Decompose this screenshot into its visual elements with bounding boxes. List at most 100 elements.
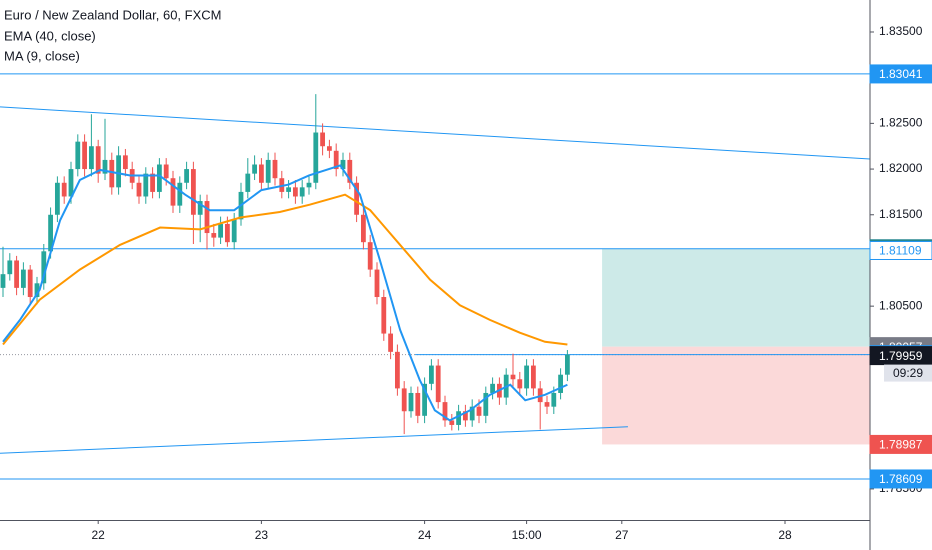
candle-body <box>326 146 332 151</box>
candle-body <box>27 269 33 298</box>
price-label-box <box>869 64 932 84</box>
candle-body <box>354 182 359 215</box>
candle-body <box>422 383 427 416</box>
candle-body <box>551 392 557 407</box>
x-tick-label: 28 <box>778 528 792 542</box>
candle-body <box>435 365 441 403</box>
trend-line <box>0 426 628 454</box>
candle-body <box>122 155 128 170</box>
candle-body <box>48 214 53 252</box>
candle-body <box>197 201 203 215</box>
legend-entry: EMA (40, close) <box>4 28 96 43</box>
candle-body <box>68 169 74 197</box>
target-zone <box>602 248 870 347</box>
candle-body <box>211 233 217 238</box>
y-tick-label: 1.81500 <box>879 207 923 221</box>
candle-body <box>163 164 169 179</box>
candle-body <box>530 365 536 389</box>
candle-body <box>462 411 468 421</box>
candle-body <box>177 182 183 206</box>
candle-body <box>224 223 230 243</box>
x-tick-label: 15:00 <box>512 528 542 542</box>
candle-body <box>469 406 475 421</box>
candle-body <box>456 411 461 425</box>
indicator-line <box>2 164 568 422</box>
candle-body <box>517 379 523 389</box>
price-label-box <box>869 240 932 260</box>
drawings <box>0 73 871 480</box>
candle-body <box>143 173 149 197</box>
candle-body <box>95 146 101 174</box>
candle-body <box>265 159 271 183</box>
candle-body <box>231 219 237 243</box>
candle-body <box>88 146 94 170</box>
candle-body <box>190 169 196 215</box>
candle-body <box>258 164 264 183</box>
candle-body <box>0 274 6 288</box>
candle-body <box>272 159 278 179</box>
price-labels: 1.830411.811281.811091.800571.799691.799… <box>869 64 932 489</box>
price-label: 1.78609 <box>879 472 923 486</box>
candle-body <box>524 365 529 389</box>
candle-body <box>313 132 319 183</box>
candle-body <box>7 260 13 275</box>
candle-body <box>381 297 387 334</box>
price-label: 1.81109 <box>879 244 922 258</box>
candle-body <box>20 269 26 288</box>
candle-body <box>136 182 142 197</box>
candle-body <box>483 392 489 416</box>
candle-body <box>286 187 291 192</box>
countdown-box <box>884 364 932 382</box>
x-tick-label: 23 <box>255 528 269 542</box>
candle-body <box>109 159 115 188</box>
y-tick-label: 1.82500 <box>879 116 923 130</box>
candle-body <box>415 392 421 416</box>
candle-body <box>388 333 393 352</box>
trend-line <box>0 106 871 160</box>
candle-body <box>306 182 312 188</box>
candle-body <box>442 402 448 421</box>
candle-body <box>204 201 210 234</box>
candles <box>0 94 570 435</box>
candle-body <box>333 150 339 170</box>
candle-body <box>428 365 434 384</box>
y-tick-label: 1.83500 <box>879 24 923 38</box>
candle-body <box>102 159 108 174</box>
candle-body <box>360 214 366 243</box>
candle-body <box>245 173 251 192</box>
countdown: 09:29 <box>893 366 923 380</box>
x-tick-label: 22 <box>92 528 106 542</box>
candle-body <box>82 141 87 170</box>
candle-body <box>54 182 60 215</box>
candle-body <box>156 164 162 192</box>
price-label-box <box>869 434 932 454</box>
candle-body <box>510 374 516 380</box>
candle-body <box>340 159 346 170</box>
indicator-line <box>2 193 568 346</box>
price-label: 1.78987 <box>879 438 923 452</box>
stop-zone <box>602 346 870 445</box>
candle-body <box>449 420 455 425</box>
zones <box>602 248 870 445</box>
candle-body <box>401 388 407 412</box>
candle-body <box>150 173 155 192</box>
candle-body <box>476 406 482 416</box>
candle-body <box>408 392 414 412</box>
candle-body <box>184 169 189 183</box>
y-tick-label: 1.80500 <box>879 298 923 312</box>
candle-body <box>75 141 81 170</box>
candle-body <box>299 187 305 197</box>
y-tick-label: 1.82000 <box>879 161 923 175</box>
candle-body <box>252 164 257 174</box>
candle-body <box>34 283 40 298</box>
candle-body <box>41 251 47 284</box>
candle-body <box>61 182 67 197</box>
indicators <box>2 164 568 422</box>
candle-body <box>374 269 380 298</box>
candle-body <box>218 223 223 238</box>
candle-body <box>292 187 298 197</box>
x-tick-label: 24 <box>418 528 432 542</box>
candle-body <box>14 260 19 288</box>
price-axis <box>870 0 932 550</box>
